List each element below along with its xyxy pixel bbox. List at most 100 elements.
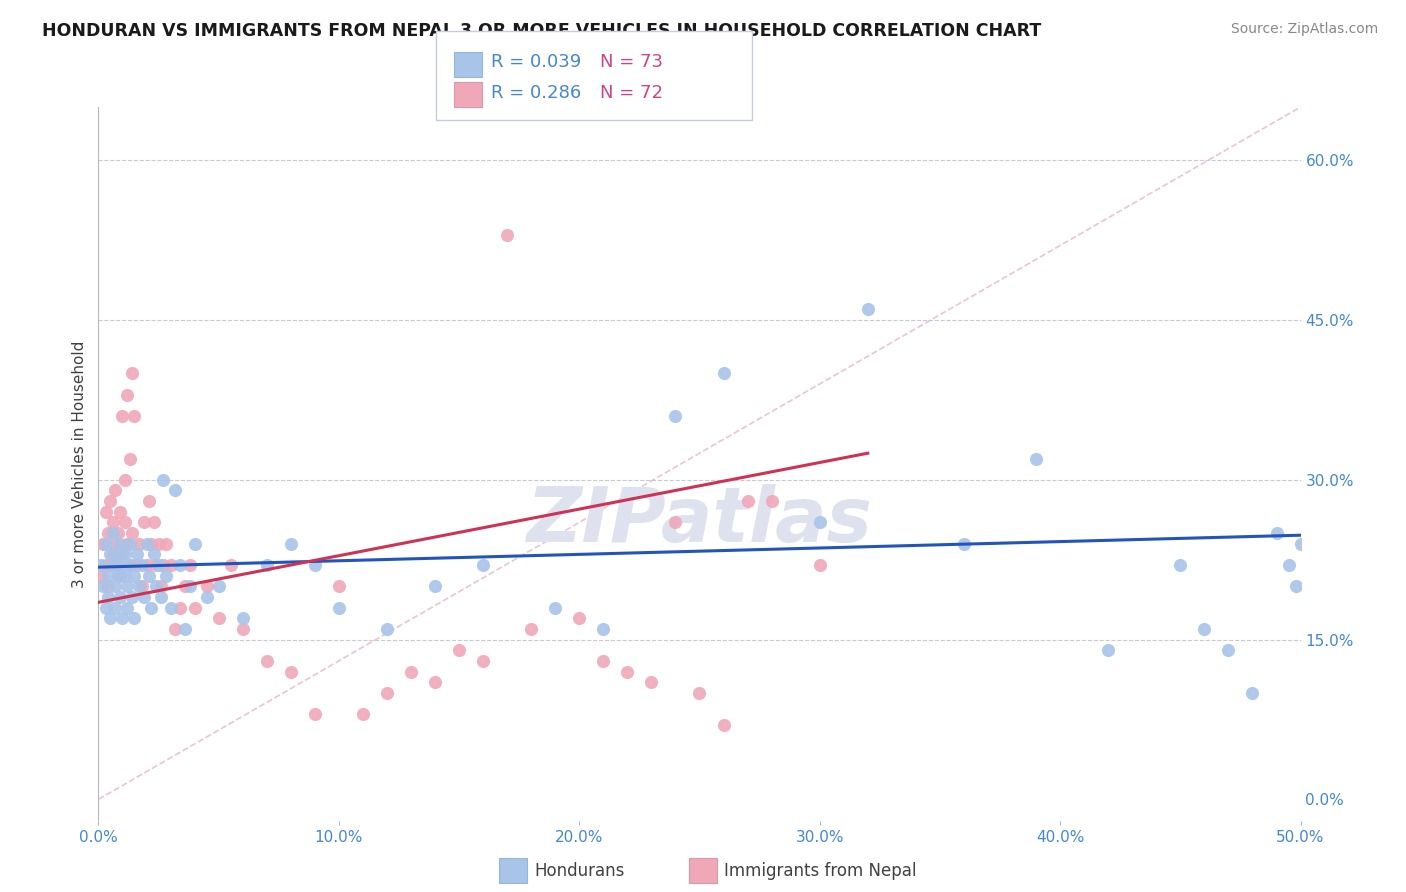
Point	[108, 537, 131, 551]
Point	[107, 526, 129, 541]
Point	[114, 547, 136, 561]
Point	[183, 537, 205, 551]
Point	[1097, 643, 1119, 657]
Point	[256, 654, 278, 668]
Point	[118, 451, 141, 466]
Point	[101, 558, 124, 572]
Point	[141, 600, 163, 615]
Point	[148, 537, 170, 551]
Point	[328, 579, 350, 593]
Point	[108, 505, 131, 519]
Point	[165, 483, 187, 498]
Point	[142, 547, 165, 561]
Point	[107, 568, 129, 582]
Point	[208, 611, 231, 625]
Point	[1194, 622, 1216, 636]
Point	[568, 611, 591, 625]
Point	[472, 654, 495, 668]
Point	[117, 579, 139, 593]
Point	[165, 622, 187, 636]
Point	[125, 558, 148, 572]
Point	[174, 579, 197, 593]
Point	[124, 409, 146, 423]
Point	[125, 547, 148, 561]
Text: R = 0.039: R = 0.039	[491, 54, 581, 71]
Point	[117, 600, 139, 615]
Point	[142, 516, 165, 530]
Point	[149, 579, 172, 593]
Point	[328, 600, 350, 615]
Point	[208, 579, 231, 593]
Point	[138, 494, 160, 508]
Point	[1285, 579, 1308, 593]
Point	[183, 600, 205, 615]
Point	[1265, 526, 1288, 541]
Point	[856, 302, 879, 317]
Point	[179, 579, 201, 593]
Point	[689, 686, 711, 700]
Point	[124, 568, 146, 582]
Point	[121, 526, 143, 541]
Point	[399, 665, 422, 679]
Point	[132, 590, 155, 604]
Point	[179, 558, 201, 572]
Point	[352, 707, 374, 722]
Point	[101, 526, 124, 541]
Point	[195, 590, 218, 604]
Point	[132, 516, 155, 530]
Point	[304, 558, 326, 572]
Point	[94, 505, 117, 519]
Point	[169, 600, 191, 615]
Point	[375, 686, 398, 700]
Point	[280, 537, 302, 551]
Point	[118, 558, 141, 572]
Point	[100, 611, 122, 625]
Point	[94, 558, 117, 572]
Point	[111, 611, 134, 625]
Point	[107, 558, 129, 572]
Point	[496, 227, 519, 242]
Point	[107, 547, 129, 561]
Point	[808, 516, 831, 530]
Point	[117, 537, 139, 551]
Point	[155, 568, 177, 582]
Point	[280, 665, 302, 679]
Point	[100, 494, 122, 508]
Point	[152, 473, 174, 487]
Point	[232, 611, 254, 625]
Point	[1277, 558, 1299, 572]
Point	[131, 579, 153, 593]
Point	[219, 558, 242, 572]
Point	[100, 547, 122, 561]
Point	[713, 718, 735, 732]
Text: HONDURAN VS IMMIGRANTS FROM NEPAL 3 OR MORE VEHICLES IN HOUSEHOLD CORRELATION CH: HONDURAN VS IMMIGRANTS FROM NEPAL 3 OR M…	[42, 22, 1042, 40]
Point	[104, 483, 127, 498]
Point	[232, 622, 254, 636]
Point	[128, 579, 150, 593]
Point	[94, 537, 117, 551]
Point	[94, 600, 117, 615]
Point	[169, 558, 191, 572]
Point	[111, 547, 134, 561]
Point	[114, 568, 136, 582]
Point	[117, 387, 139, 401]
Text: ZIPatlas: ZIPatlas	[526, 484, 873, 558]
Point	[737, 494, 759, 508]
Point	[1218, 643, 1240, 657]
Point	[256, 558, 278, 572]
Text: Immigrants from Nepal: Immigrants from Nepal	[724, 862, 917, 880]
Point	[118, 558, 141, 572]
Point	[447, 643, 470, 657]
Point	[138, 568, 160, 582]
Point	[108, 590, 131, 604]
Point	[101, 547, 124, 561]
Point	[148, 558, 170, 572]
Point	[159, 558, 181, 572]
Point	[423, 579, 446, 593]
Point	[90, 558, 112, 572]
Point	[761, 494, 783, 508]
Point	[104, 579, 127, 593]
Point	[664, 516, 686, 530]
Point	[195, 579, 218, 593]
Point	[159, 600, 181, 615]
